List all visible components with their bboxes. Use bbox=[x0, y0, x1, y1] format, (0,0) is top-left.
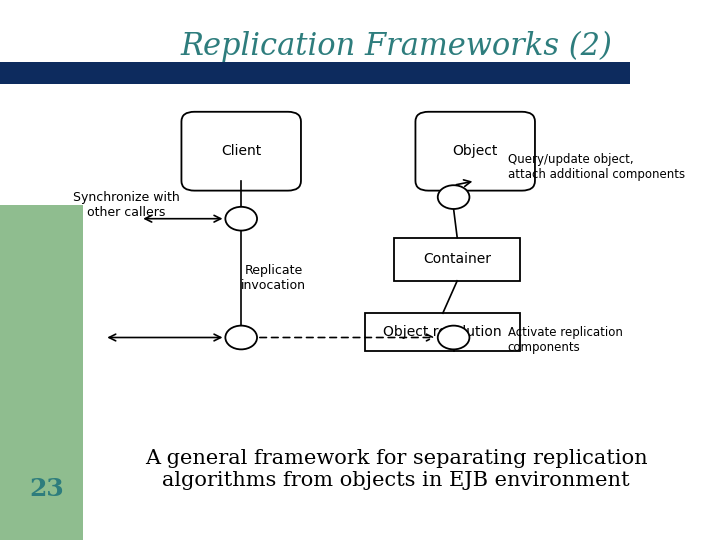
Text: Query/update object,
attach additional components: Query/update object, attach additional c… bbox=[508, 153, 685, 181]
Text: Object: Object bbox=[452, 144, 498, 158]
Bar bbox=[0, 205, 83, 540]
FancyBboxPatch shape bbox=[58, 0, 720, 97]
Circle shape bbox=[225, 207, 257, 231]
Text: Replicate
invocation: Replicate invocation bbox=[241, 264, 306, 292]
Text: A general framework for separating replication
algorithms from objects in EJB en: A general framework for separating repli… bbox=[145, 449, 647, 490]
Text: 23: 23 bbox=[30, 477, 64, 501]
Text: Client: Client bbox=[221, 144, 261, 158]
FancyBboxPatch shape bbox=[415, 112, 535, 191]
Text: Activate replication
components: Activate replication components bbox=[508, 326, 623, 354]
Text: Object resolution: Object resolution bbox=[384, 325, 502, 339]
Text: Container: Container bbox=[423, 252, 491, 266]
Bar bbox=[365, 313, 520, 351]
FancyBboxPatch shape bbox=[181, 112, 301, 191]
Circle shape bbox=[438, 185, 469, 209]
Text: Replication Frameworks (2): Replication Frameworks (2) bbox=[180, 30, 612, 62]
Circle shape bbox=[225, 326, 257, 349]
Text: Synchronize with
other callers: Synchronize with other callers bbox=[73, 191, 179, 219]
Bar bbox=[0, 62, 630, 84]
Bar bbox=[395, 238, 520, 281]
Circle shape bbox=[438, 326, 469, 349]
